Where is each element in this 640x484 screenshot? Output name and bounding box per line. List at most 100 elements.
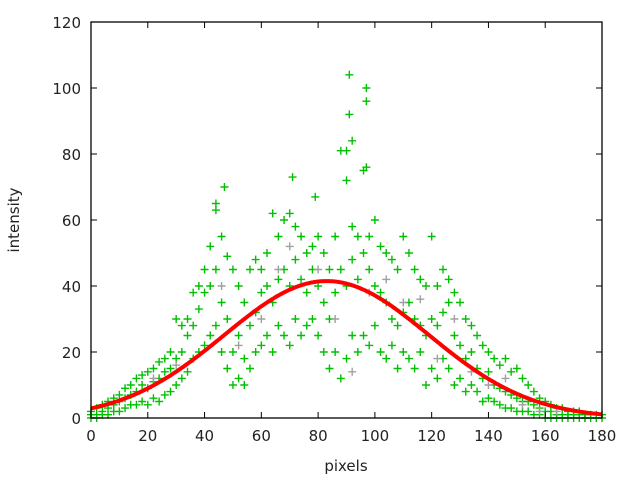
data-point xyxy=(211,265,220,274)
data-point xyxy=(376,348,385,356)
data-point xyxy=(211,199,220,208)
data-point xyxy=(382,249,391,257)
data-point xyxy=(336,265,345,274)
data-point xyxy=(149,364,158,373)
data-point xyxy=(518,400,527,409)
data-point xyxy=(263,331,272,340)
data-point xyxy=(362,97,371,106)
x-axis-label: pixels xyxy=(324,457,368,475)
data-point xyxy=(382,354,391,363)
data-point xyxy=(345,110,354,119)
data-point xyxy=(274,265,283,274)
data-point xyxy=(245,364,254,373)
data-point xyxy=(518,374,527,383)
data-point xyxy=(393,364,402,373)
data-point xyxy=(234,341,243,350)
data-point xyxy=(183,315,192,323)
x-tick-label: 120 xyxy=(417,427,446,445)
x-tick-label: 80 xyxy=(309,427,328,445)
data-point xyxy=(240,298,249,307)
data-point xyxy=(450,381,459,389)
data-point xyxy=(274,275,283,284)
data-point xyxy=(177,348,186,356)
data-point xyxy=(399,348,408,356)
data-point xyxy=(149,374,158,383)
data-point xyxy=(416,348,425,356)
data-point xyxy=(416,295,425,304)
data-point xyxy=(257,315,266,323)
data-point xyxy=(251,348,260,356)
data-point xyxy=(121,384,130,393)
data-point xyxy=(263,282,272,290)
data-point xyxy=(166,348,175,356)
data-point xyxy=(223,252,232,261)
data-point xyxy=(285,341,294,350)
data-point xyxy=(370,216,379,224)
data-point xyxy=(217,232,226,241)
data-point xyxy=(484,394,493,403)
data-point xyxy=(331,315,340,323)
data-point xyxy=(291,315,300,323)
data-point xyxy=(331,288,340,297)
data-point xyxy=(467,348,476,356)
data-point xyxy=(507,367,516,376)
data-point xyxy=(353,348,362,356)
data-point xyxy=(473,387,482,396)
data-point xyxy=(478,341,487,350)
data-point xyxy=(160,354,169,363)
data-point xyxy=(257,341,266,350)
data-point xyxy=(376,288,385,297)
data-point xyxy=(478,397,487,406)
data-point xyxy=(512,364,521,373)
data-point xyxy=(132,400,141,409)
data-point xyxy=(387,341,396,350)
data-point xyxy=(268,348,277,356)
data-point xyxy=(325,364,334,373)
data-point xyxy=(325,265,334,274)
data-point xyxy=(370,321,379,330)
data-point xyxy=(291,222,300,231)
data-point xyxy=(348,222,357,231)
y-tick-label: 40 xyxy=(62,278,81,296)
data-point xyxy=(456,298,465,307)
data-point xyxy=(138,381,147,389)
data-point xyxy=(217,282,226,290)
x-tick-label: 60 xyxy=(252,427,271,445)
data-point xyxy=(410,265,419,274)
data-point xyxy=(234,374,243,383)
data-point xyxy=(220,183,229,191)
data-point xyxy=(387,255,396,264)
data-point xyxy=(200,265,209,274)
data-point xyxy=(115,390,124,399)
data-point xyxy=(314,232,323,241)
data-point xyxy=(172,381,181,389)
data-point xyxy=(177,321,186,330)
data-point xyxy=(410,364,419,373)
data-point xyxy=(297,275,306,284)
data-point xyxy=(183,331,192,340)
data-point xyxy=(473,331,482,340)
data-point xyxy=(342,354,351,363)
data-point xyxy=(444,275,453,284)
data-point xyxy=(348,367,357,376)
data-point xyxy=(370,282,379,290)
data-point xyxy=(138,397,147,406)
x-tick-label: 0 xyxy=(86,427,96,445)
x-tick-label: 100 xyxy=(361,427,390,445)
data-point xyxy=(342,146,351,155)
y-axis-label: intensity xyxy=(5,187,23,252)
data-point xyxy=(228,381,237,389)
data-point xyxy=(228,265,237,274)
data-point xyxy=(240,381,249,389)
data-point xyxy=(177,374,186,383)
data-point xyxy=(166,387,175,396)
data-point xyxy=(450,315,459,323)
data-point xyxy=(280,216,289,224)
data-point xyxy=(456,374,465,383)
data-point xyxy=(359,331,368,340)
data-point xyxy=(484,348,493,356)
data-point xyxy=(200,341,209,350)
data-point xyxy=(172,315,181,323)
